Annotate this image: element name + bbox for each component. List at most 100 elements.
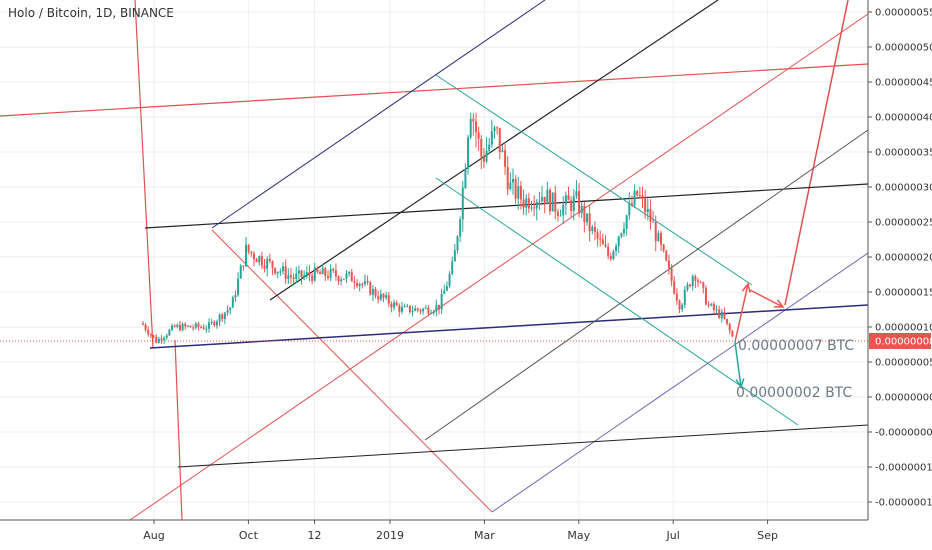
candle-body	[704, 287, 707, 305]
candle-body	[178, 324, 181, 331]
candle-body	[186, 325, 189, 327]
time-axis[interactable]: Aug Oct 12 2019 Mar May Jul Sep	[0, 519, 932, 550]
candle-body	[141, 323, 144, 325]
price-axis-background	[868, 0, 932, 520]
candle-body	[176, 324, 179, 327]
candle-body	[152, 335, 155, 337]
candle-body	[657, 233, 660, 242]
candle-body	[683, 289, 686, 305]
time-tick-label: Aug	[143, 529, 164, 542]
candle-body	[356, 282, 359, 287]
candle-body	[718, 309, 721, 318]
annotations: 0.00000007 BTC 0.00000002 BTC	[734, 282, 854, 401]
candle-body	[675, 293, 678, 301]
candle-body	[316, 267, 319, 273]
candle-body	[533, 207, 536, 209]
candle-body	[554, 192, 557, 212]
trendline	[211, 229, 493, 513]
candle-body	[670, 268, 673, 282]
candle-body	[337, 276, 340, 282]
candle-body	[697, 280, 700, 283]
candle-body	[305, 272, 308, 276]
last-price-tag	[869, 333, 931, 349]
candle-body	[615, 246, 618, 252]
candle-body	[255, 259, 258, 263]
candle-body	[461, 187, 464, 220]
candle-body	[226, 310, 229, 313]
candle-body	[578, 191, 581, 214]
candle-body	[477, 132, 480, 139]
candle-body	[691, 276, 694, 287]
candle-body	[530, 207, 533, 209]
candle-body	[350, 271, 353, 282]
candle-body	[467, 137, 470, 169]
candle-body	[607, 246, 610, 256]
price-tick-label: 0.00000045	[875, 78, 932, 89]
candle-body	[419, 309, 422, 312]
candle-body	[538, 201, 541, 203]
candle-body	[385, 295, 388, 298]
candle-body	[303, 275, 306, 278]
candle-body	[229, 307, 232, 311]
trendline	[211, 0, 546, 229]
candle-body	[268, 259, 271, 261]
candle-body	[535, 202, 538, 209]
candle-body	[408, 305, 411, 313]
candle-body	[398, 305, 401, 312]
price-axis[interactable]: 0.00000055 0.00000050 0.00000045 0.00000040…	[867, 0, 932, 520]
trendline-drawings[interactable]	[0, 0, 869, 521]
trendline	[149, 304, 869, 349]
candle-body	[287, 275, 290, 279]
candle-body	[662, 244, 665, 251]
candle-body	[451, 261, 454, 274]
candle-body	[506, 166, 509, 190]
candle-body	[435, 305, 438, 312]
candle-body	[644, 197, 647, 212]
candle-body	[424, 307, 427, 309]
time-tick-label: Mar	[474, 529, 495, 542]
candle-body	[728, 323, 731, 331]
candle-body	[321, 268, 324, 275]
candle-body	[723, 312, 726, 319]
candle-body	[223, 312, 226, 319]
candle-body	[525, 198, 528, 208]
candle-body	[284, 266, 287, 279]
candle-body	[422, 308, 425, 312]
candle-body	[681, 304, 684, 310]
candle-body	[519, 185, 522, 200]
price-tick-label: 0.00000020	[875, 253, 932, 264]
candle-body	[514, 178, 517, 199]
candle-body	[694, 276, 697, 281]
candle-body	[400, 307, 403, 312]
candle-body	[149, 334, 152, 336]
candle-body	[250, 251, 253, 254]
candle-body	[395, 302, 398, 306]
candle-body	[237, 278, 240, 296]
projection-arrow-up	[734, 283, 749, 343]
candle-body	[297, 270, 300, 274]
price-tick-label: 0.00000035	[875, 148, 932, 159]
candle-body	[593, 226, 596, 233]
candle-body	[379, 293, 382, 300]
trendline	[134, 0, 154, 349]
price-tick-label: 0.00000025	[875, 218, 932, 229]
candle-body	[358, 283, 361, 287]
candle-body	[564, 195, 567, 205]
candle-body	[488, 144, 491, 151]
candle-body	[567, 195, 570, 201]
candle-body	[480, 138, 483, 158]
candle-body	[369, 282, 372, 295]
price-tick-label: 0.00000030	[875, 183, 932, 194]
projection-arrow-down-head	[735, 378, 745, 389]
candle-body	[493, 127, 496, 132]
time-tick-label: Jul	[666, 529, 680, 542]
candle-body	[665, 250, 668, 261]
candle-body	[173, 325, 176, 327]
trendline	[129, 13, 869, 521]
candle-body	[623, 228, 626, 234]
candle-body	[319, 272, 322, 275]
trendline	[424, 129, 869, 441]
candle-body	[498, 127, 501, 153]
candle-body	[163, 337, 166, 341]
